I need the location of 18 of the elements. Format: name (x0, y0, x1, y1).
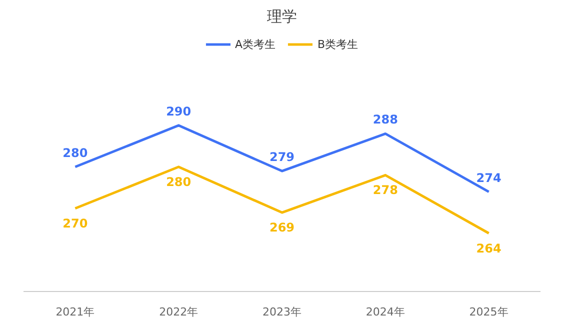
legend-label: A类考生 (234, 36, 276, 52)
x-tick-label: 2024年 (366, 306, 405, 318)
data-label: 274 (476, 170, 502, 185)
chart-title: 理学 (267, 8, 297, 26)
data-label: 270 (62, 216, 88, 230)
data-label: 290 (166, 104, 192, 118)
data-label: 280 (62, 146, 88, 160)
data-label: 279 (269, 150, 295, 164)
data-label: 264 (476, 241, 502, 256)
x-tick-label: 2025年 (469, 306, 508, 318)
x-tick-label: 2023年 (262, 306, 302, 318)
x-tick-label: 2021年 (56, 306, 95, 318)
data-label: 278 (372, 183, 398, 198)
data-label: 288 (372, 112, 398, 127)
data-label: 269 (269, 220, 295, 235)
data-label: 280 (166, 174, 192, 189)
x-tick-label: 2022年 (159, 306, 198, 318)
legend-label: B类考生 (317, 36, 358, 52)
